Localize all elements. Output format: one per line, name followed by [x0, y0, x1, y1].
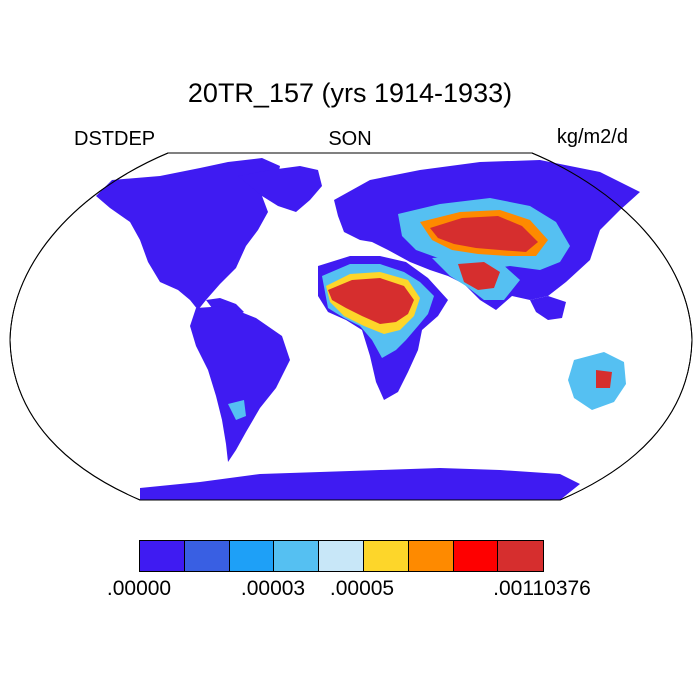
map-outline	[9, 152, 693, 501]
variable-label: DSTDEP	[74, 128, 156, 150]
colorbar-swatch-1	[184, 541, 230, 571]
colorbar-swatch-8	[498, 541, 544, 571]
units-label: kg/m2/d	[556, 126, 628, 148]
colorbar-swatch-2	[229, 541, 275, 571]
colorbar-swatch-6	[408, 541, 454, 571]
south-america	[190, 306, 290, 462]
colorbar-label: .00003	[240, 577, 306, 600]
colorbar-swatch-7	[453, 541, 499, 571]
antarctica	[140, 468, 580, 500]
dust-high	[328, 216, 612, 388]
colorbar-swatch-4	[319, 541, 364, 571]
colorbar-label: .00110376	[493, 577, 591, 600]
season-label: SON	[328, 128, 372, 150]
colorbar	[139, 540, 545, 572]
colorbar-swatch-3	[274, 541, 320, 571]
map-title: 20TR_157 (yrs 1914-1933)	[187, 78, 513, 108]
colorbar-label: .00000	[106, 577, 172, 600]
colorbar-swatch-0	[140, 541, 185, 571]
colorbar-swatch-5	[363, 541, 409, 571]
colorbar-label: .00005	[329, 577, 395, 600]
